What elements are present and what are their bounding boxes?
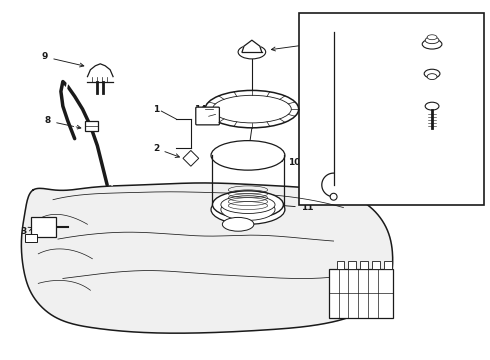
Bar	[360, 261, 368, 269]
Text: 14: 14	[195, 105, 207, 114]
Polygon shape	[183, 150, 199, 166]
Ellipse shape	[205, 90, 299, 128]
Ellipse shape	[427, 35, 437, 40]
Ellipse shape	[425, 37, 439, 44]
Bar	[329, 269, 392, 318]
Bar	[31, 217, 56, 237]
Text: 3: 3	[21, 227, 32, 236]
Ellipse shape	[424, 69, 440, 78]
Ellipse shape	[213, 95, 291, 123]
Text: 9: 9	[42, 53, 84, 67]
Text: 4: 4	[472, 134, 479, 143]
Bar	[384, 261, 392, 269]
Ellipse shape	[221, 196, 275, 213]
Text: 15: 15	[350, 297, 363, 320]
Text: 12: 12	[303, 105, 343, 114]
Text: 10: 10	[271, 158, 300, 167]
Text: 4: 4	[469, 136, 476, 145]
Ellipse shape	[211, 141, 285, 170]
Polygon shape	[88, 64, 113, 82]
Ellipse shape	[222, 217, 254, 231]
Circle shape	[330, 193, 337, 200]
Text: 8: 8	[45, 116, 81, 129]
Text: 11: 11	[275, 203, 313, 212]
Ellipse shape	[211, 195, 285, 224]
FancyBboxPatch shape	[196, 107, 220, 125]
Polygon shape	[242, 40, 262, 52]
Ellipse shape	[213, 191, 283, 219]
Text: 5: 5	[370, 36, 412, 45]
Bar	[337, 261, 344, 269]
Text: 6: 6	[370, 65, 412, 75]
Bar	[25, 234, 37, 242]
Ellipse shape	[425, 102, 439, 110]
Bar	[299, 13, 484, 204]
Text: 1: 1	[153, 105, 160, 114]
Bar	[84, 121, 98, 131]
Ellipse shape	[422, 39, 442, 49]
Polygon shape	[22, 183, 392, 333]
Bar	[348, 261, 356, 269]
Ellipse shape	[238, 45, 266, 59]
Ellipse shape	[221, 199, 275, 220]
Text: 7: 7	[370, 95, 412, 107]
Text: 13: 13	[271, 40, 317, 51]
Bar	[372, 261, 380, 269]
Text: 2: 2	[153, 144, 179, 157]
Ellipse shape	[427, 74, 437, 80]
